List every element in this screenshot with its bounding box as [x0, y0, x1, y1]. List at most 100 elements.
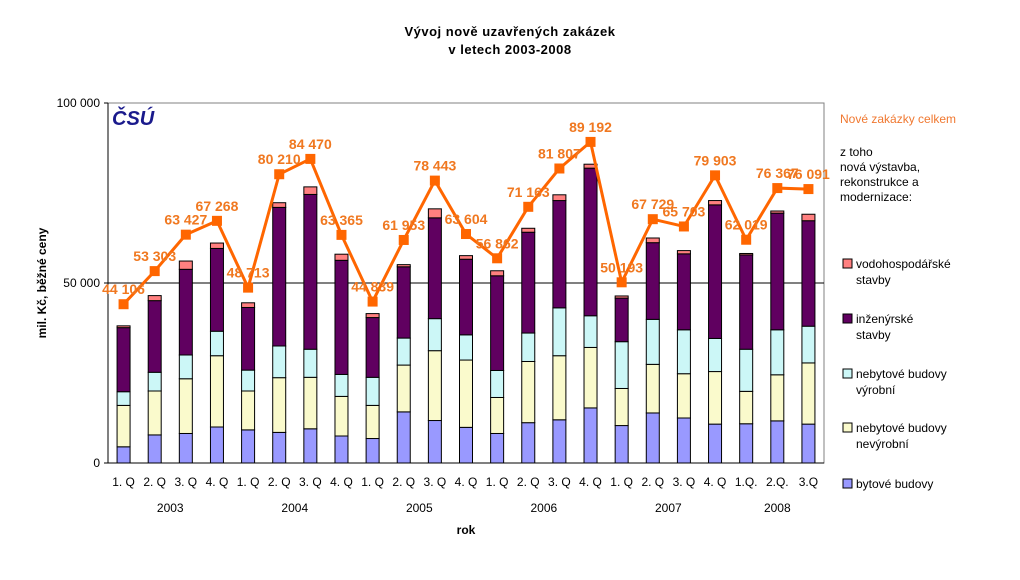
- legend-subheading: modernizace:: [840, 190, 912, 204]
- bar-segment: [209, 355, 224, 428]
- bar-segment: [614, 295, 629, 299]
- bar-segment: [583, 167, 598, 317]
- data-label: 65 703: [662, 203, 705, 219]
- legend-swatch: [842, 368, 853, 379]
- data-label: 76 091: [787, 166, 830, 182]
- bar-stack: [552, 194, 567, 464]
- bar-segment: [739, 348, 754, 392]
- bar-stack: [365, 313, 380, 464]
- x-tick-label: 3. Q: [673, 475, 696, 489]
- data-label: 71 163: [507, 184, 550, 200]
- bar-segment: [272, 377, 287, 433]
- x-tick-label: 1. Q: [486, 475, 509, 489]
- bar-segment: [427, 217, 442, 320]
- bar-segment: [334, 395, 349, 437]
- bar-segment: [303, 348, 318, 378]
- x-tick-label: 2. Q: [268, 475, 291, 489]
- bar-segment: [147, 371, 162, 392]
- bar-segment: [272, 345, 287, 379]
- bar-segment: [116, 391, 131, 406]
- bar-segment: [676, 250, 691, 255]
- legend-item-label: nebytové budovy: [856, 421, 947, 435]
- x-year-label: 2006: [530, 501, 557, 515]
- bar-segment: [521, 231, 536, 334]
- bar-segment: [583, 346, 598, 409]
- bar-segment: [365, 317, 380, 378]
- bar-segment: [396, 364, 411, 413]
- bar-segment: [801, 220, 816, 327]
- x-tick-label: 3. Q: [548, 475, 571, 489]
- legend-subheading: z toho: [840, 145, 873, 159]
- bar-segment: [739, 252, 754, 256]
- x-tick-label: 3. Q: [424, 475, 447, 489]
- bar-segment: [334, 253, 349, 261]
- bar-segment: [178, 378, 193, 434]
- bar-segment: [209, 426, 224, 464]
- csu-logo: ČSÚ: [112, 106, 155, 130]
- bar-stack: [490, 270, 505, 464]
- bar-segment: [645, 237, 660, 244]
- bar-segment: [427, 318, 442, 352]
- bar-segment: [178, 354, 193, 380]
- bar-segment: [614, 341, 629, 389]
- bar-segment: [801, 325, 816, 364]
- bar-stack: [459, 255, 473, 464]
- line-marker: [554, 163, 565, 174]
- x-tick-label: 2.Q.: [766, 475, 789, 489]
- data-label: 76 367: [756, 165, 799, 181]
- x-tick-label: 1. Q: [237, 475, 260, 489]
- bar-segment: [521, 332, 536, 362]
- bar-segment: [708, 371, 723, 425]
- bar-segment: [241, 302, 256, 308]
- bar-segment: [770, 374, 785, 422]
- legend-swatch: [842, 258, 853, 269]
- bar-segment: [272, 206, 287, 347]
- line-marker: [305, 153, 316, 164]
- line-marker: [118, 299, 129, 310]
- bar-segment: [552, 194, 567, 202]
- data-label: 79 903: [694, 152, 737, 168]
- line-marker: [803, 184, 814, 195]
- y-tick-label: 0: [93, 456, 100, 470]
- x-tick-label: 2. Q: [143, 475, 166, 489]
- line-marker: [149, 266, 160, 277]
- bar-segment: [583, 315, 598, 348]
- x-tick-label: 2. Q: [392, 475, 415, 489]
- bar-segment: [739, 254, 754, 350]
- bar-segment: [303, 376, 318, 430]
- legend-subheading: rekonstrukce a: [840, 175, 919, 189]
- line-marker: [180, 229, 191, 240]
- bar-stack: [147, 295, 162, 464]
- bar-segment: [552, 200, 567, 309]
- bar-segment: [552, 307, 567, 357]
- legend-swatch: [842, 422, 853, 433]
- y-axis-title: mil. Kč, běžné ceny: [35, 227, 49, 338]
- line-marker: [429, 175, 440, 186]
- chart-title-line-2: v letech 2003-2008: [448, 42, 571, 57]
- legend-item-label: výrobní: [856, 383, 896, 397]
- data-label: 67 729: [631, 196, 674, 212]
- x-tick-label: 4. Q: [455, 475, 478, 489]
- line-marker: [367, 296, 378, 307]
- line-marker: [523, 201, 534, 212]
- bar-stack: [241, 302, 256, 464]
- data-label: 63 427: [164, 212, 207, 228]
- bar-segment: [770, 212, 785, 331]
- data-label: 78 443: [413, 158, 456, 174]
- bar-segment: [241, 429, 256, 464]
- x-tick-label: 4. Q: [330, 475, 353, 489]
- bar-segment: [708, 337, 723, 373]
- bar-stack: [427, 208, 442, 464]
- bar-segment: [708, 200, 723, 206]
- line-marker: [710, 170, 721, 181]
- legend-subheading: nová výstavba,: [840, 160, 920, 174]
- bar-segment: [614, 297, 629, 343]
- x-tick-label: 3.Q: [799, 475, 818, 489]
- bar-segment: [334, 259, 349, 375]
- bar-segment: [116, 446, 131, 464]
- bar-segment: [708, 423, 723, 464]
- legend-swatch: [842, 478, 853, 489]
- bar-segment: [365, 313, 380, 319]
